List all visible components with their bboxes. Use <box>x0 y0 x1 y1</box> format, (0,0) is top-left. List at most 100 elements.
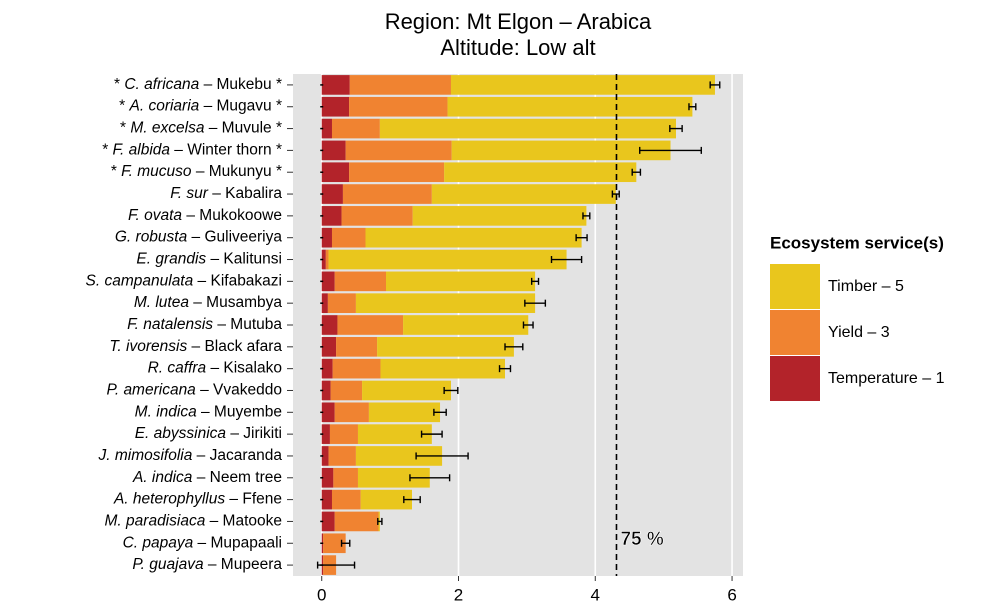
y-tick-label: A. heterophyllus – Ffene <box>113 491 282 508</box>
label-part: – Mukokoowe <box>182 207 282 224</box>
label-part: * <box>120 120 130 137</box>
bar-segment <box>349 162 445 183</box>
error-bar <box>631 168 642 176</box>
label-part: M. excelsa <box>130 120 204 137</box>
error-bar <box>415 452 469 460</box>
error-bar <box>420 430 443 438</box>
y-tick-label: * F. mucuso – Mukunyu * <box>111 163 282 180</box>
legend-key <box>770 356 820 401</box>
x-tick-label: 4 <box>591 585 600 604</box>
error-bar <box>522 321 534 329</box>
error-bar <box>340 539 351 547</box>
bar-segment <box>379 118 676 139</box>
legend-title: Ecosystem service(s) <box>770 233 944 252</box>
error-bar <box>504 343 524 351</box>
label-part: E. abyssinica <box>135 425 227 442</box>
label-part: – Matooke <box>205 513 282 530</box>
label-part: M. paradisiaca <box>105 513 206 530</box>
bar-segment <box>334 402 369 423</box>
bar-segment <box>328 446 356 466</box>
y-tick-label: * M. excelsa – Muvule * <box>120 120 282 137</box>
y-tick-label: G. robusta – Guliveeriya <box>115 229 283 246</box>
bar-segment <box>447 96 693 117</box>
bar-segment <box>321 96 350 117</box>
y-tick-label: P. guajava – Mupeera <box>132 556 282 573</box>
bar-segment <box>355 446 443 466</box>
bar-segment <box>336 337 378 357</box>
y-tick-label: M. lutea – Musambya <box>134 294 283 311</box>
label-part: T. ivorensis <box>109 338 187 355</box>
error-bar <box>433 408 447 416</box>
bar-segment <box>321 358 333 379</box>
bar-segment <box>345 140 452 161</box>
y-tick-label: R. caffra – Kisalako <box>148 360 282 377</box>
bar-segment <box>321 337 337 357</box>
label-part: – Black afara <box>187 338 282 355</box>
error-bar <box>575 234 588 242</box>
bar-segment <box>365 227 582 248</box>
error-bar <box>669 125 683 133</box>
bar-segment <box>355 293 536 313</box>
bar-segment <box>334 271 387 292</box>
y-tick-label: S. campanulata – Kifabakazi <box>86 272 282 289</box>
legend-label: Yield – 3 <box>828 324 890 341</box>
label-part: – Mupapaali <box>193 534 282 551</box>
label-part: R. caffra <box>148 360 207 377</box>
y-tick-label: * A. coriaria – Mugavu * <box>119 98 282 115</box>
label-part: * <box>111 163 121 180</box>
label-part: A. heterophyllus <box>113 491 225 508</box>
label-part: – Muvule * <box>204 120 282 137</box>
bar-segment <box>327 293 356 313</box>
bar-segment <box>333 467 358 488</box>
label-part: * <box>102 141 112 158</box>
bar-segment <box>386 271 536 292</box>
label-part: – Jirikiti <box>226 425 282 442</box>
error-bar <box>316 561 356 569</box>
y-tick-label: M. paradisiaca – Matooke <box>105 513 282 530</box>
x-tick-label: 0 <box>317 585 326 604</box>
label-part: C. africana <box>124 76 199 93</box>
bar-segment <box>362 380 451 401</box>
bar-segment <box>349 75 451 95</box>
bar-segment <box>321 206 342 226</box>
y-tick-label: M. indica – Muyembe <box>135 403 282 420</box>
error-bar <box>409 474 451 482</box>
error-bar <box>639 146 702 154</box>
bar-segment <box>321 446 329 466</box>
label-part: – Mukebu * <box>199 76 282 93</box>
bar-segment <box>321 140 346 161</box>
bar-segment <box>342 184 432 204</box>
bar-segment <box>321 293 328 313</box>
legend-key <box>770 264 820 309</box>
label-part: P. guajava <box>132 556 204 573</box>
label-part: – Musambya <box>189 294 282 311</box>
bar-segment <box>321 227 332 248</box>
label-part: * <box>114 76 124 93</box>
bar-segment <box>337 315 404 335</box>
bar-segment <box>331 118 380 139</box>
bar-segment <box>357 467 430 488</box>
y-tick-label: P. americana – Vvakeddo <box>106 382 282 399</box>
bar-segment <box>451 140 671 161</box>
bar-segment <box>321 402 335 423</box>
x-tick-label: 6 <box>727 585 736 604</box>
bar-segment <box>334 511 379 532</box>
bar-segment <box>321 184 343 204</box>
y-tick-label: F. natalensis – Mutuba <box>127 316 282 333</box>
label-part: – Neem tree <box>192 469 282 486</box>
error-bar <box>524 299 547 307</box>
bar-segment <box>323 533 346 554</box>
bar-segment <box>321 380 331 401</box>
label-part: – Kifabakazi <box>193 272 282 289</box>
y-tick-label: F. sur – Kabalira <box>170 185 282 202</box>
label-part: – Jacaranda <box>192 447 282 464</box>
bar-segment <box>321 162 350 183</box>
label-part: M. indica <box>135 403 197 420</box>
y-tick-label: C. papaya – Mupapaali <box>123 534 282 551</box>
bar-segment <box>321 315 338 335</box>
label-part: F. sur <box>170 185 208 202</box>
label-part: E. grandis <box>136 251 206 268</box>
bar-segment <box>321 489 332 510</box>
bar-segment <box>431 184 616 204</box>
